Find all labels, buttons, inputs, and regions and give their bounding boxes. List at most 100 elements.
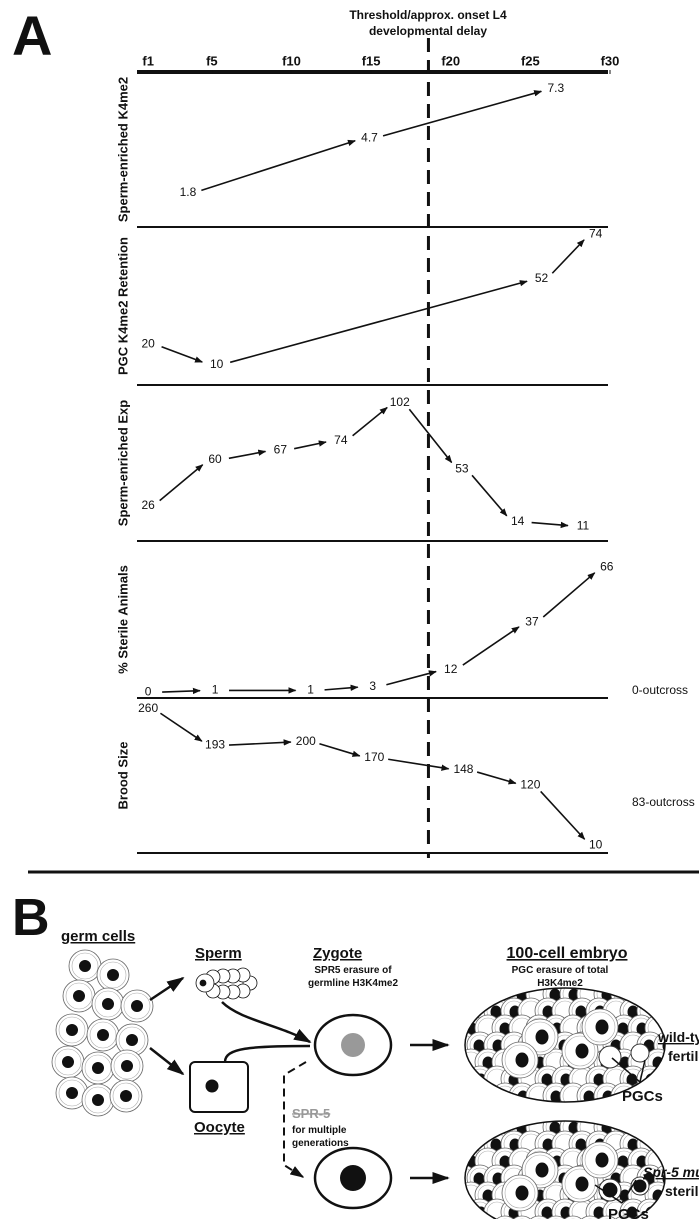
data-label: 193 — [205, 738, 225, 752]
arrow — [150, 978, 183, 1000]
cell — [458, 981, 484, 1007]
data-label: 148 — [453, 762, 473, 776]
nucleus — [499, 1091, 509, 1103]
nucleus — [206, 1080, 218, 1092]
cell-inner — [453, 1202, 473, 1219]
data-label: 7.3 — [548, 81, 565, 95]
trend-arrow — [388, 759, 448, 769]
wild-type-label: wild-typ — [657, 1029, 699, 1045]
y-axis-label: Sperm-enriched K4me2 — [115, 77, 130, 222]
x-tick-label: f10 — [282, 53, 301, 68]
cell-inner — [461, 1086, 481, 1106]
data-label: 11 — [577, 518, 590, 532]
cell-inner — [657, 1001, 677, 1021]
mutant-label: Spr-5 mut — [643, 1164, 699, 1180]
data-label: 10 — [210, 357, 224, 371]
trend-arrow — [541, 791, 585, 839]
trend-arrow — [162, 691, 200, 692]
data-label: 66 — [600, 560, 614, 574]
panel-label: A — [12, 4, 52, 67]
nucleus — [654, 1122, 664, 1134]
cell-inner — [665, 1117, 685, 1137]
data-label: 53 — [455, 461, 469, 475]
data-label: 10 — [589, 838, 603, 852]
trend-arrow — [230, 281, 527, 362]
cell — [450, 1066, 476, 1092]
x-tick-label: f1 — [142, 53, 154, 68]
data-label: 120 — [520, 777, 540, 791]
nucleus — [661, 1139, 671, 1151]
cell — [458, 1114, 484, 1140]
cell-inner — [461, 984, 481, 1004]
pgc — [631, 1044, 649, 1062]
zygote-note: germline H3K4me2 — [308, 978, 398, 989]
cell-inner — [631, 984, 651, 1004]
data-label: 12 — [444, 662, 458, 676]
trend-arrow — [409, 409, 451, 462]
nucleus — [654, 989, 664, 1001]
y-axis-label: PGC K4me2 Retention — [115, 237, 130, 375]
data-label: 37 — [525, 615, 539, 629]
nucleus — [536, 1030, 548, 1044]
nucleus — [596, 1020, 608, 1034]
cell — [645, 981, 671, 1007]
nucleus — [516, 1053, 528, 1067]
x-tick-label: f25 — [521, 53, 540, 68]
cell — [662, 1114, 688, 1140]
data-label: 60 — [208, 452, 222, 466]
data-label: 52 — [535, 271, 549, 285]
panel-a: A Threshold/approx. onset L4 development… — [12, 4, 695, 858]
nucleus — [669, 1091, 679, 1103]
cell — [662, 1083, 688, 1109]
arrow — [225, 1046, 310, 1062]
nucleus — [121, 1091, 132, 1102]
nucleus — [596, 1153, 608, 1167]
nucleus — [108, 970, 119, 981]
cell-inner — [478, 1117, 498, 1137]
trend-arrow — [325, 687, 358, 690]
cell-inner — [657, 1069, 677, 1089]
arrow — [150, 1048, 183, 1074]
pgcs-label: PGCs — [622, 1088, 663, 1105]
y-axis-label: Brood Size — [115, 742, 130, 810]
cell — [645, 1114, 671, 1140]
nucleus — [457, 1207, 467, 1219]
threshold-label: developmental delay — [369, 24, 487, 38]
trend-arrow — [472, 475, 507, 516]
pgcs-label: PGCs — [608, 1206, 649, 1219]
cell — [654, 998, 680, 1024]
nucleus — [635, 989, 645, 1001]
cell — [450, 1131, 476, 1157]
trend-arrow — [477, 772, 516, 783]
trend-arrow — [532, 523, 568, 526]
data-label: 3 — [369, 679, 376, 693]
trend-arrow — [160, 465, 203, 501]
cell-inner — [648, 984, 668, 1004]
data-label: 67 — [274, 442, 288, 456]
data-label: 1 — [307, 683, 314, 697]
germ-cells-label: germ cells — [61, 928, 135, 945]
cell — [458, 1083, 484, 1109]
panel-b: B germ cells Sperm Oocyte Zygote SPR5 er… — [12, 889, 699, 1219]
annotation: 0-outcross — [632, 683, 688, 697]
data-label: 20 — [141, 336, 155, 350]
trend-arrow — [229, 451, 266, 458]
nucleus — [67, 1025, 78, 1036]
cell-inner — [478, 984, 498, 1004]
cell-inner — [665, 984, 685, 1004]
zygote-note: SPR5 erasure of — [314, 965, 392, 976]
trend-arrow — [383, 91, 541, 136]
data-label: 102 — [390, 395, 410, 409]
nucleus — [127, 1035, 138, 1046]
trend-arrow — [463, 627, 519, 665]
cell — [654, 1131, 680, 1157]
nucleus — [74, 991, 85, 1002]
annotation: 83-outcross — [632, 795, 695, 809]
trend-arrow — [353, 408, 388, 436]
data-label: 200 — [296, 734, 316, 748]
nucleus — [484, 1122, 494, 1134]
cell-inner — [453, 1069, 473, 1089]
trend-arrow — [201, 141, 355, 191]
pgc-nucleus — [634, 1180, 646, 1192]
nucleus — [536, 1163, 548, 1177]
